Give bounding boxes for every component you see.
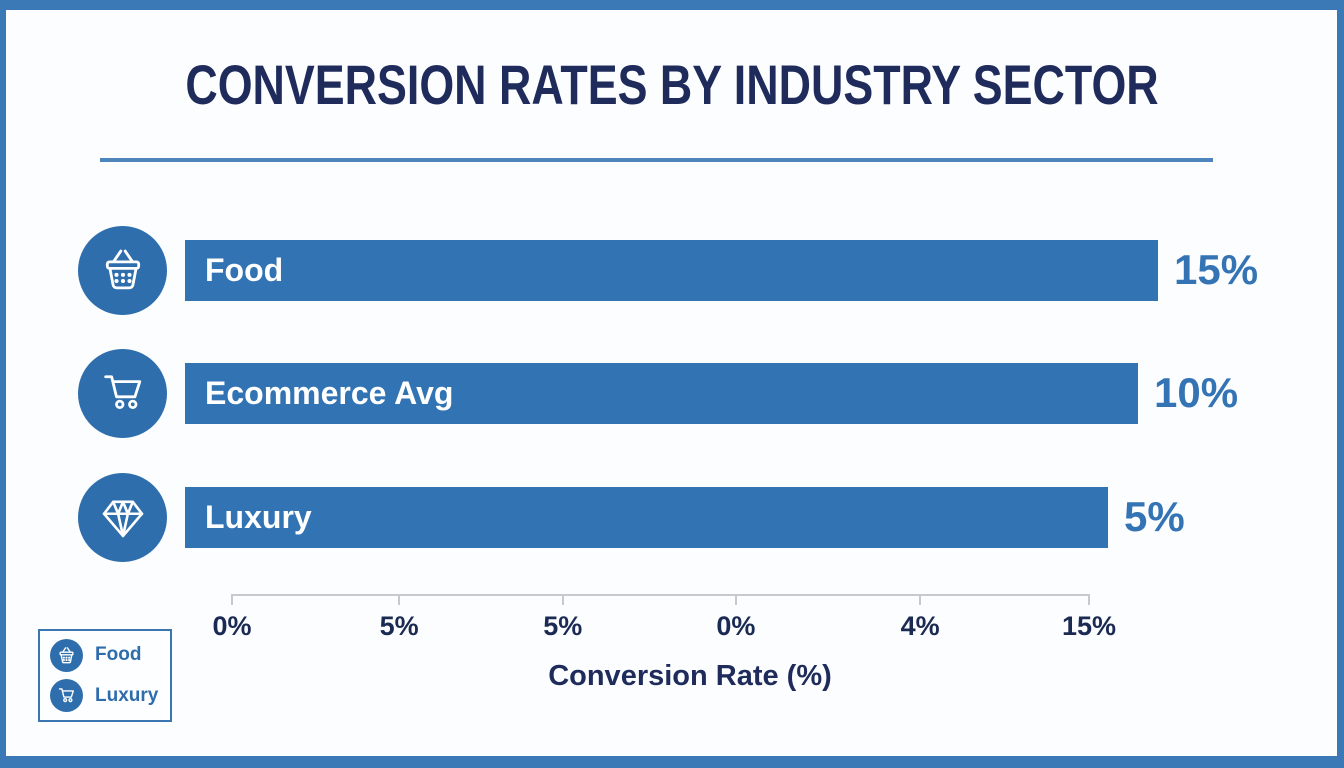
x-axis-tick-label: 0% [716,611,756,641]
x-axis-tick-label: 5% [543,611,583,641]
chart-title: CONVERSION RATES BY INDUSTRY SECTOR [185,53,1159,116]
bar-row-luxury: Luxury 5% [78,472,1185,562]
title-divider-line [100,158,1213,162]
x-axis-line [232,594,1089,596]
bar-row-food: Food 15% [78,225,1258,315]
x-axis-tick [1088,594,1090,605]
shopping-basket-icon [78,225,167,315]
x-axis-tick-label: 4% [900,611,940,641]
legend-box: Food Luxury [38,629,172,722]
bar-label: Food [205,251,284,288]
legend-item-food: Food [50,638,170,672]
bar-row-ecommerce-avg: Ecommerce Avg 10% [78,348,1238,438]
x-axis-tick-label: 5% [379,611,419,641]
shopping-basket-icon [50,638,83,672]
x-axis-title: Conversion Rate (%) [548,660,832,692]
legend-item-luxury: Luxury [50,679,170,713]
x-axis-tick [919,594,922,605]
shopping-cart-icon [50,679,83,713]
x-axis: 0% 5% 5% 0% 4% 15% [212,594,1116,654]
legend-label: Luxury [95,684,159,706]
bar-food: Food [185,239,1158,301]
bar-label: Ecommerce Avg [205,374,454,411]
diamond-icon [78,472,167,562]
x-axis-tick-label: 15% [1061,611,1117,641]
bar-value-food: 15% [1174,246,1259,293]
bar-luxury: Luxury [185,486,1108,548]
shopping-cart-icon [78,348,167,438]
bar-value-ecommerce-avg: 10% [1154,369,1239,416]
legend-label: Food [95,644,142,666]
x-axis-tick-label: 0% [212,611,252,641]
x-axis-tick [231,594,233,605]
x-axis-tick [734,594,737,605]
bar-label: Luxury [205,498,312,535]
bar-ecommerce-avg: Ecommerce Avg [185,362,1138,424]
x-axis-tick [561,594,564,605]
x-axis-tick [398,594,401,605]
bar-value-luxury: 5% [1124,493,1185,540]
